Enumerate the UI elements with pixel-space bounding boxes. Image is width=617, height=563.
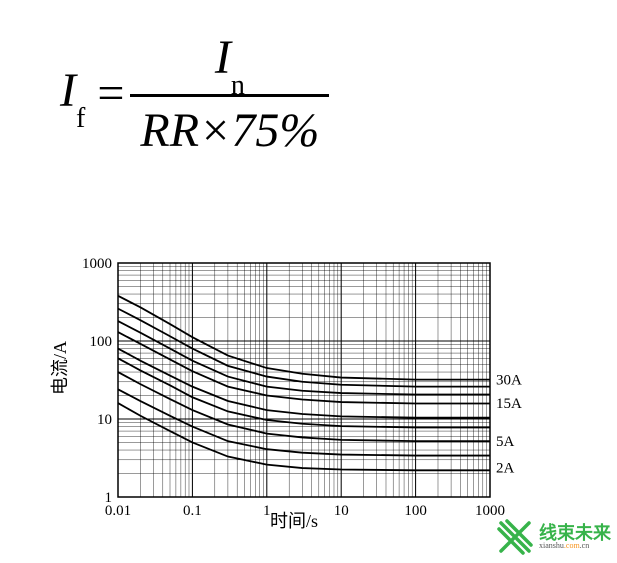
lhs-var: I [60,64,76,117]
svg-text:10: 10 [97,412,112,428]
num-sub: n [231,70,245,101]
logo-cn: 线束未来 [539,524,611,542]
logo-text: 线束未来 xianshu.com.cn [539,524,611,550]
numerator: In [205,30,255,94]
svg-text:100: 100 [90,334,113,350]
svg-text:15A: 15A [496,396,522,412]
svg-text:30A: 30A [496,373,522,389]
svg-text:2A: 2A [496,460,515,476]
fraction: In RR×75% [130,30,329,158]
svg-text:5A: 5A [496,434,515,450]
denominator: RR×75% [130,94,329,158]
logo-icon [495,517,535,557]
formula: If = In RR×75% [60,30,329,158]
svg-text:100: 100 [404,503,427,519]
num-var: I [215,31,231,84]
chart-svg: 0.010.11101001000110100100030A15A5A2A [70,255,540,535]
svg-text:1000: 1000 [82,256,112,272]
equals-sign: = [97,66,124,121]
watermark-logo: 线束未来 xianshu.com.cn [495,517,611,557]
lhs-sub: f [76,103,85,134]
svg-text:0.1: 0.1 [183,503,202,519]
x-axis-label: 时间/s [270,507,318,533]
svg-text:1: 1 [105,490,113,506]
y-axis-label: 电流/A [46,341,72,395]
formula-lhs: If [60,63,85,125]
logo-en: xianshu.com.cn [539,542,611,550]
fuse-curve-chart: 电流/A 0.010.11101001000110100100030A15A5A… [70,255,540,535]
svg-text:10: 10 [334,503,349,519]
